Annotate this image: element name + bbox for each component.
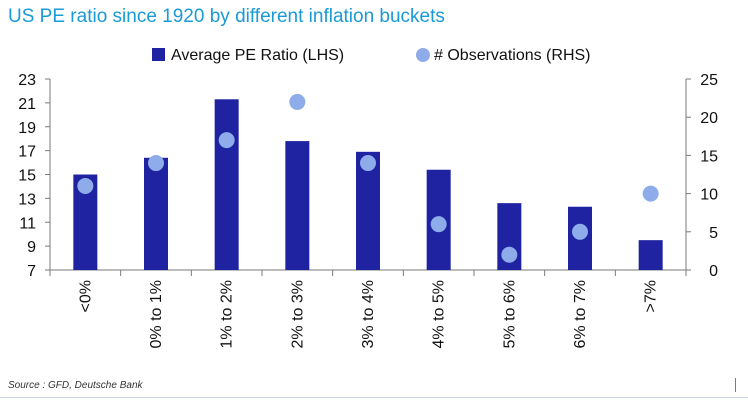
dot-observations: [501, 246, 518, 263]
dot-observations: [289, 93, 306, 110]
bottom-rule: [0, 397, 748, 398]
category-label: 3% to 4%: [360, 280, 377, 348]
legend-swatch-dot: [416, 48, 430, 62]
legend-label-pe: Average PE Ratio (LHS): [171, 47, 344, 64]
edge-marker: [735, 378, 736, 392]
left-tick-label: 17: [18, 144, 36, 161]
bar-pe-ratio: [144, 157, 168, 270]
bar-pe-ratio: [285, 141, 310, 270]
right-tick-label: 0: [709, 263, 718, 280]
dot-observations: [218, 132, 235, 149]
left-tick-label: 11: [19, 215, 36, 232]
category-label: 4% to 5%: [431, 280, 448, 348]
chart-title: US PE ratio since 1920 by different infl…: [8, 6, 445, 27]
right-tick-label: 15: [700, 148, 718, 165]
category-label: 0% to 1%: [148, 280, 165, 348]
dot-observations: [360, 155, 376, 172]
bar-pe-ratio: [638, 240, 663, 270]
bar-pe-ratio: [356, 151, 380, 270]
category-label: <0%: [77, 280, 94, 312]
right-tick-label: 5: [709, 225, 718, 242]
category-label: 5% to 6%: [501, 280, 518, 348]
left-tick-label: 15: [18, 168, 36, 185]
left-tick-label: 23: [18, 72, 36, 89]
left-tick-label: 9: [27, 239, 36, 256]
left-tick-label: 13: [18, 191, 36, 208]
legend-swatch-bar: [152, 48, 165, 61]
left-tick-label: 7: [27, 263, 36, 280]
category-label: 1% to 2%: [219, 280, 236, 348]
dot-observations: [148, 155, 164, 172]
dot-observations: [572, 223, 588, 240]
left-tick-label: 21: [18, 96, 36, 113]
right-tick-label: 20: [700, 110, 718, 127]
right-tick-label: 10: [700, 187, 718, 204]
category-label: 2% to 3%: [289, 280, 306, 348]
dot-observations: [77, 177, 94, 194]
right-tick-label: 25: [700, 72, 718, 89]
legend-label-observations: # Observations (RHS): [434, 47, 591, 64]
category-label: 6% to 7%: [572, 280, 589, 348]
bar-pe-ratio: [214, 99, 239, 270]
left-tick-label: 19: [18, 120, 36, 137]
dot-observations: [430, 216, 447, 233]
source-note: Source : GFD, Deutsche Bank: [8, 380, 143, 391]
category-label: >7%: [643, 280, 660, 312]
dot-observations: [642, 185, 659, 202]
